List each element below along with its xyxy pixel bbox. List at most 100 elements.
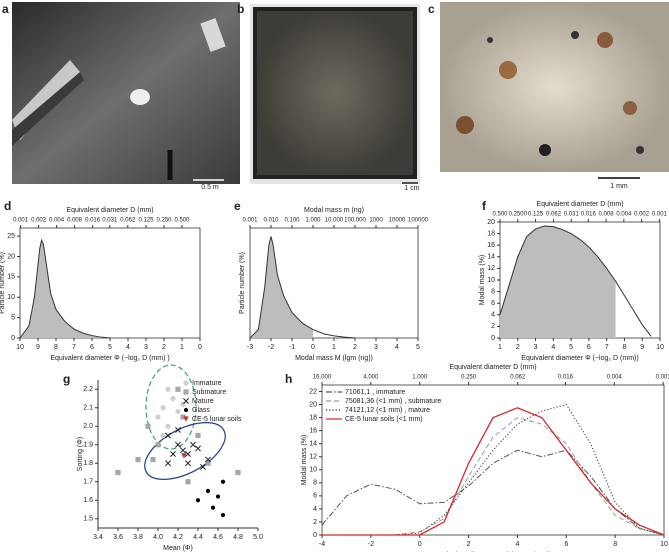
panel-label: g <box>63 372 70 386</box>
legend-swatch <box>183 398 189 404</box>
x-tick-label: 7 <box>72 344 76 351</box>
x-tick-label: -1 <box>289 344 295 351</box>
x-tick-label: 7 <box>605 344 609 351</box>
point <box>181 453 187 459</box>
legend-label: 71061,1 , immature <box>345 389 405 396</box>
scale-label: 0.5 m <box>201 184 219 191</box>
point <box>235 469 241 476</box>
x2-tick-label: 0.062 <box>120 218 136 224</box>
x2-tick-label: 0.100 <box>284 218 300 224</box>
curve <box>499 225 652 337</box>
panel-label: e <box>234 199 241 213</box>
x2-tick-label: 100.000 <box>344 218 366 224</box>
point <box>165 423 171 429</box>
shaded-area <box>250 236 313 338</box>
x-tick-label: -3 <box>247 344 253 351</box>
x-axis-label: Equivalent diameter Φ (−log₂ D (mm)) <box>521 355 638 362</box>
x-tick-label: 2 <box>162 344 166 351</box>
point <box>180 414 186 420</box>
x-axis-label: Equivalent diameter Φ (−log₂ D (mm) ) <box>50 355 169 362</box>
point <box>195 498 201 503</box>
x-tick-label: 1 <box>498 344 502 351</box>
x2-tick-label: 1.000 <box>305 218 321 224</box>
x-tick-label: 6 <box>90 344 94 351</box>
curve <box>19 238 111 339</box>
x2-axis-label: Equivalent diameter D (mm) <box>66 207 153 214</box>
curve <box>249 236 356 339</box>
scale-label: 1 mm <box>610 183 628 190</box>
x2-tick-label: 0.016 <box>558 375 574 381</box>
point <box>205 460 211 466</box>
y-tick-label: 16 <box>487 242 495 249</box>
x2-axis-label: Equivalent diameter D (mm) <box>449 364 536 371</box>
point <box>170 451 176 457</box>
y-tick-label: 2 <box>313 519 317 526</box>
y-tick-label: 1.8 <box>83 460 93 467</box>
y-tick-label: 14 <box>309 441 317 448</box>
x2-tick-label: 0.031 <box>564 212 580 218</box>
x2-tick-label: 4.000 <box>363 375 379 381</box>
x2-tick-label: 0.031 <box>102 218 118 224</box>
series-line <box>322 403 665 536</box>
x2-tick-label: 100000 <box>408 218 429 224</box>
x2-tick-label: 0.2500 <box>509 212 528 218</box>
point <box>155 414 161 420</box>
x-tick-label: 6 <box>587 344 591 351</box>
y-tick-label: 16 <box>309 427 317 434</box>
x2-tick-label: 16.000 <box>313 375 332 381</box>
legend-label: Glass <box>192 407 210 414</box>
point <box>185 479 191 485</box>
point <box>165 386 171 392</box>
x-tick-label: 8 <box>613 541 617 548</box>
x2-tick-label: 0.125 <box>528 212 544 218</box>
x-tick-label: -2 <box>268 344 274 351</box>
photo-b <box>250 4 420 184</box>
legend-swatch <box>183 407 189 413</box>
point <box>160 432 166 439</box>
shaded-area <box>500 226 616 338</box>
y-tick-label: 18 <box>487 230 495 237</box>
x-tick-label: 10 <box>16 344 24 351</box>
y-tick-label: 6 <box>491 300 495 307</box>
y-tick-label: 1.9 <box>83 442 93 449</box>
x-tick-label: 8 <box>622 344 626 351</box>
x-tick-label: 0 <box>418 541 422 548</box>
x-tick-label: 5.0 <box>253 534 263 541</box>
x2-tick-label: 0.250 <box>156 218 172 224</box>
x-tick-label: 4 <box>551 344 555 351</box>
legend-label: 74121,12 (<1 mm) , mature <box>345 407 430 414</box>
x-tick-label: 4 <box>395 344 399 351</box>
x2-tick-label: 0.008 <box>599 212 615 218</box>
x-tick-label: 2 <box>516 344 520 351</box>
x-tick-label: 10 <box>660 541 668 548</box>
panel-label: a <box>2 2 9 16</box>
point <box>155 442 161 448</box>
x2-tick-label: 0.125 <box>138 218 154 224</box>
x2-axis-label: Modal mass m (ng) <box>304 207 364 214</box>
point <box>165 460 171 467</box>
panel-label: h <box>285 372 292 386</box>
x-tick-label: 1 <box>332 344 336 351</box>
x2-tick-label: 10.000 <box>325 218 344 224</box>
series-line <box>322 417 665 536</box>
x-tick-label: 3 <box>374 344 378 351</box>
x-tick-label: 3 <box>534 344 538 351</box>
photo-a <box>12 2 240 184</box>
x2-tick-label: 0.500 <box>492 212 508 218</box>
cluster-ellipse <box>145 364 197 450</box>
x-tick-label: 1 <box>180 344 184 351</box>
legend-label: CE-5 lunar soils (<1 mm) <box>345 416 423 423</box>
panel-label: f <box>482 199 487 213</box>
point <box>215 494 221 499</box>
x2-tick-label: 10000 <box>389 218 406 224</box>
y-tick-label: 8 <box>491 288 495 295</box>
x-tick-label: 0 <box>198 344 202 351</box>
y-tick-label: 0 <box>11 335 15 342</box>
cluster-ellipse <box>144 422 226 480</box>
panel-label: d <box>4 199 11 213</box>
x2-tick-label: 0.016 <box>581 212 597 218</box>
y-tick-label: 0 <box>313 532 317 539</box>
point <box>185 451 191 457</box>
x-tick-label: 3.6 <box>113 534 123 541</box>
